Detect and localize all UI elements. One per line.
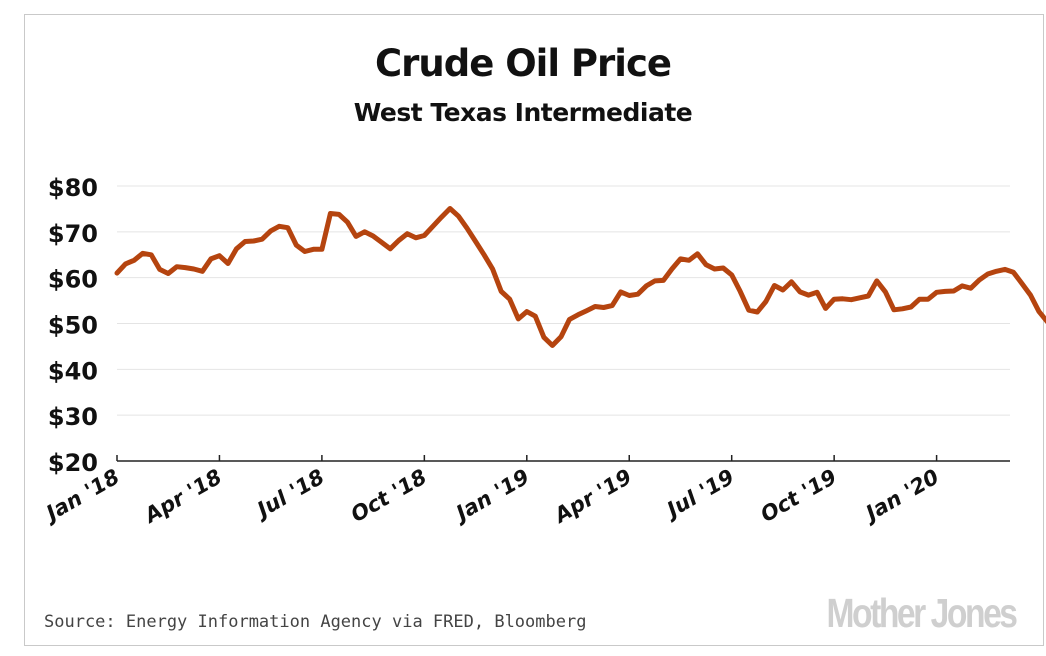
y-tick-label: $70	[48, 220, 98, 248]
x-tick-label: Jul '19	[660, 465, 739, 524]
y-tick-label: $80	[48, 174, 98, 202]
source-note: Source: Energy Information Agency via FR…	[44, 612, 587, 632]
x-tick-label: Oct '19	[756, 465, 840, 527]
y-tick-label: $30	[48, 403, 98, 431]
y-tick-label: $20	[48, 449, 98, 477]
y-tick-label: $50	[48, 312, 98, 340]
x-tick-label: Jan '19	[449, 465, 534, 528]
x-tick-label: Jul '18	[250, 465, 329, 524]
y-tick-label: $40	[48, 357, 98, 385]
x-tick-label: Oct '18	[347, 465, 431, 527]
chart-frame	[24, 14, 1044, 646]
mother-jones-logo: Mother Jones	[826, 590, 1019, 636]
chart-title: Crude Oil Price	[375, 42, 672, 85]
x-tick-label: Apr '18	[139, 465, 226, 529]
series-line-wti	[114, 206, 1046, 348]
x-tick-label: Apr '19	[549, 465, 636, 529]
chart-subtitle: West Texas Intermediate	[353, 98, 693, 127]
y-tick-label: $60	[48, 266, 98, 294]
x-tick-label: Jan '20	[858, 465, 943, 528]
